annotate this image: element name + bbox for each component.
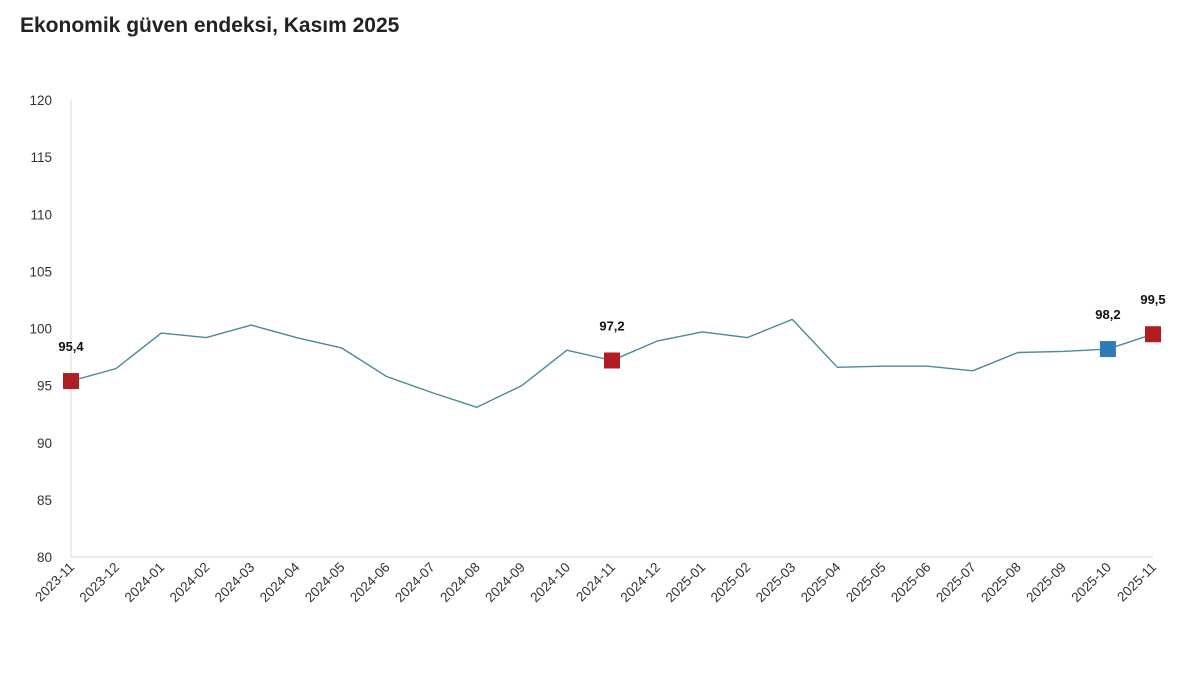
- data-label: 97,2: [599, 318, 624, 333]
- x-tick-label: 2025-03: [753, 560, 799, 606]
- x-tick-label: 2025-01: [663, 560, 709, 606]
- x-tick-label: 2024-03: [212, 560, 258, 606]
- chart-title: Ekonomik güven endeksi, Kasım 2025: [20, 14, 400, 37]
- x-tick-label: 2024-11: [573, 560, 618, 605]
- x-tick-label: 2025-07: [933, 560, 979, 606]
- data-labels: 95,4 97,2 98,2 99,5: [58, 292, 1165, 354]
- y-tick-labels: 80 85 90 95 100 105 110 115 120: [29, 93, 52, 565]
- highlight-marker: [63, 373, 79, 390]
- x-tick-label: 2024-05: [302, 560, 348, 606]
- x-tick-label: 2024-08: [437, 560, 483, 606]
- y-tick-label: 90: [37, 436, 52, 451]
- x-tick-label: 2024-10: [527, 560, 573, 606]
- x-tick-labels: 2023-11 2023-12 2024-01 2024-02 2024-03 2024-…: [32, 559, 1159, 605]
- x-tick-label: 2024-04: [257, 559, 303, 605]
- x-tick-label: 2024-06: [347, 560, 393, 606]
- y-tick-label: 105: [29, 264, 52, 279]
- y-tick-label: 110: [30, 207, 52, 222]
- x-tick-label: 2025-04: [798, 559, 844, 605]
- data-label: 95,4: [58, 339, 84, 354]
- y-tick-label: 80: [37, 550, 52, 565]
- y-tick-label: 120: [29, 93, 52, 108]
- y-tick-label: 115: [30, 150, 52, 165]
- x-tick-label: 2023-11: [32, 560, 77, 605]
- x-tick-label: 2024-12: [618, 560, 664, 606]
- x-tick-label: 2024-01: [122, 560, 168, 606]
- y-tick-label: 85: [37, 493, 52, 508]
- x-tick-label: 2024-09: [482, 560, 528, 606]
- x-tick-label: 2024-02: [167, 560, 213, 606]
- x-tick-label: 2025-02: [708, 560, 754, 606]
- axes: [70, 100, 1153, 558]
- x-tick-label: 2025-06: [888, 560, 934, 606]
- y-tick-label: 100: [29, 322, 52, 337]
- x-tick-label: 2025-11: [1114, 560, 1159, 605]
- x-tick-label: 2023-12: [77, 560, 123, 606]
- y-tick-label: 95: [37, 379, 52, 394]
- highlight-marker: [604, 352, 620, 369]
- highlight-markers: [63, 326, 1161, 390]
- highlight-marker: [1145, 326, 1161, 343]
- x-tick-label: 2025-08: [978, 560, 1024, 606]
- x-tick-label: 2025-10: [1068, 560, 1114, 606]
- data-label: 98,2: [1095, 307, 1120, 322]
- x-tick-label: 2024-07: [392, 560, 438, 606]
- x-tick-label: 2025-05: [843, 560, 889, 606]
- x-tick-label: 2025-09: [1023, 560, 1069, 606]
- highlight-marker: [1099, 341, 1116, 358]
- data-label: 99,5: [1140, 292, 1165, 307]
